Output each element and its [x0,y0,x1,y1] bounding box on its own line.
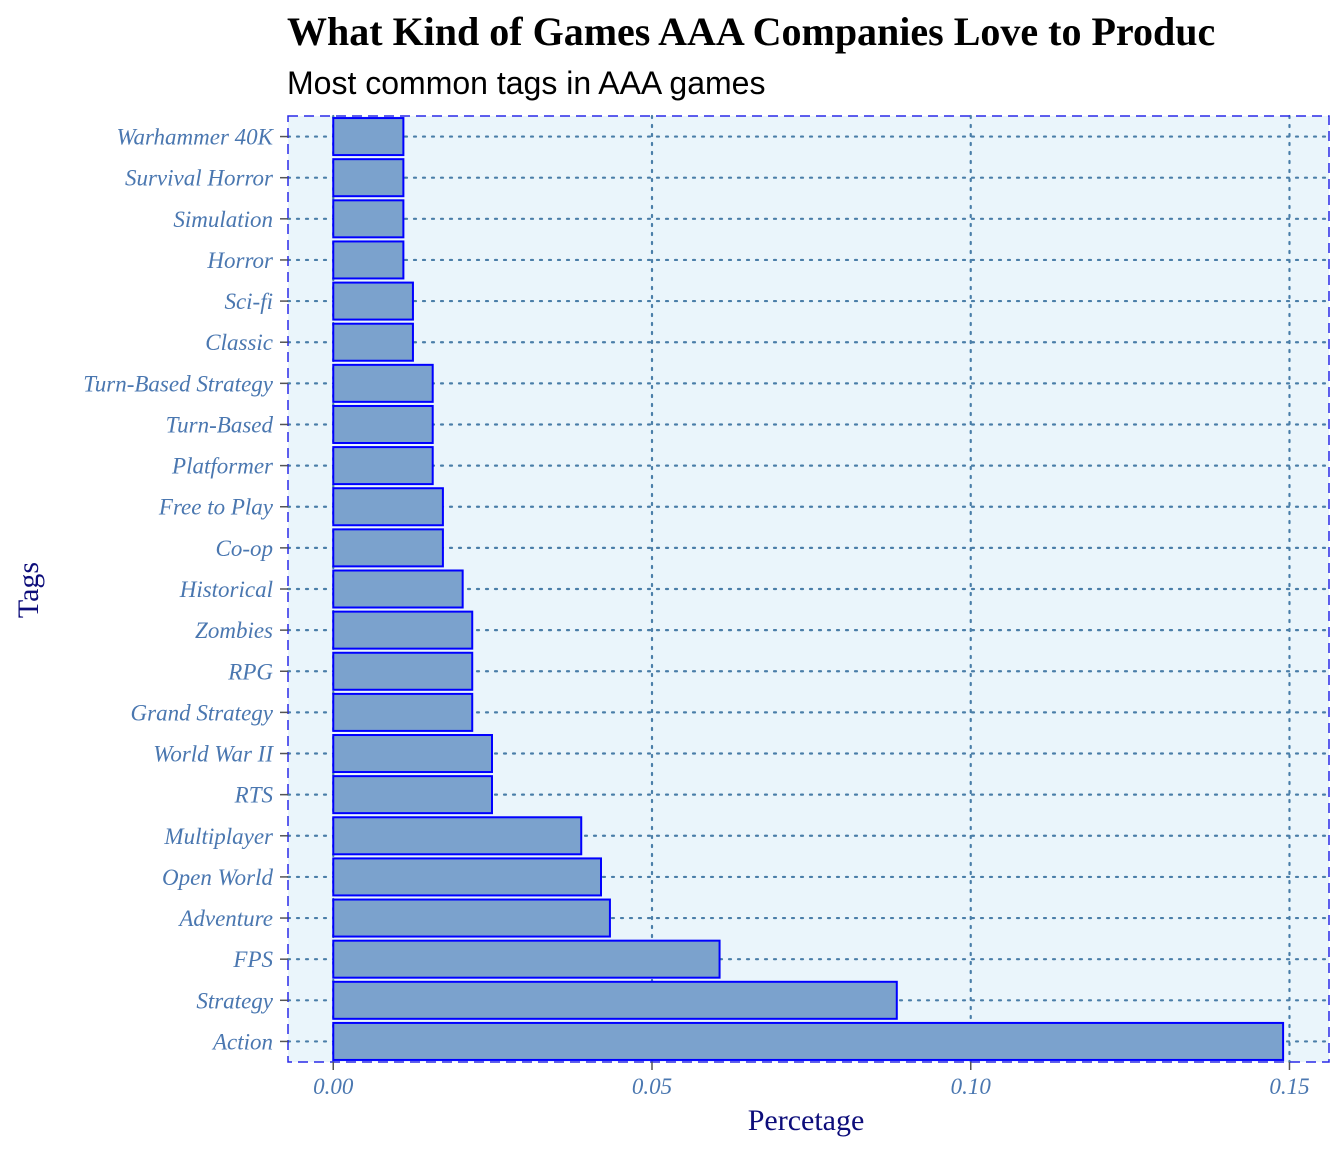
chart-subtitle: Most common tags in AAA games [287,65,765,101]
x-axis-title: Percetage [748,1104,865,1137]
bars [332,117,1285,1061]
bar [332,775,493,815]
x-tick-label: 0.15 [1269,1074,1309,1099]
bar [332,281,414,321]
y-tick-label: Free to Play [158,495,274,520]
bar [332,857,603,897]
y-tick-label: Multiplayer [163,824,274,849]
y-tick-label: Simulation [173,207,273,232]
x-axis-ticks: 0.00 0.05 0.10 0.15 [313,1062,1310,1099]
x-tick-label: 0.05 [632,1074,672,1099]
y-tick-label: FPS [232,947,273,972]
bar [332,651,474,691]
plot-panel-border [287,115,1330,1063]
y-tick-label: Platformer [171,454,274,479]
bar [332,939,721,979]
bar [332,322,414,362]
y-tick-label: Sci-fi [224,289,273,314]
bar [332,199,405,239]
y-tick-label: Classic [205,330,273,355]
bar [332,734,493,774]
y-tick-label: Horror [206,248,274,273]
bar [332,363,434,403]
y-tick-label: Turn-Based [166,412,274,437]
y-tick-label: Strategy [196,988,273,1013]
y-tick-label: Historical [179,577,273,602]
x-tick-label: 0.00 [313,1074,354,1099]
y-axis-ticks: Action Strategy FPS Adventure Open World Mult… [83,125,288,1054]
chart-title: What Kind of Games AAA Companies Love to… [287,9,1215,54]
bar [332,610,474,650]
y-tick-label: Co-op [216,536,274,561]
bar [332,487,444,527]
bar [332,240,405,280]
y-tick-label: Open World [162,865,273,890]
y-tick-label: Zombies [195,618,273,643]
bar [332,158,405,198]
y-tick-label: Grand Strategy [131,700,274,725]
x-tick-label: 0.10 [951,1074,992,1099]
y-tick-label: Survival Horror [125,166,274,191]
y-axis-title: Tags [12,562,45,618]
bar [332,117,405,157]
bar [332,816,583,856]
bar [332,528,444,568]
bar [332,1021,1285,1061]
y-tick-label: RPG [227,659,273,684]
bar [332,446,434,486]
y-tick-label: Action [211,1029,273,1054]
y-tick-label: Warhammer 40K [116,125,274,150]
bar [332,980,898,1020]
y-tick-label: World War II [153,742,274,767]
y-tick-label: Turn-Based Strategy [83,371,274,396]
bar [332,692,474,732]
y-tick-label: Adventure [177,906,273,931]
bar [332,569,464,609]
bar [332,404,434,444]
bar [332,898,611,938]
y-tick-label: RTS [234,783,274,808]
